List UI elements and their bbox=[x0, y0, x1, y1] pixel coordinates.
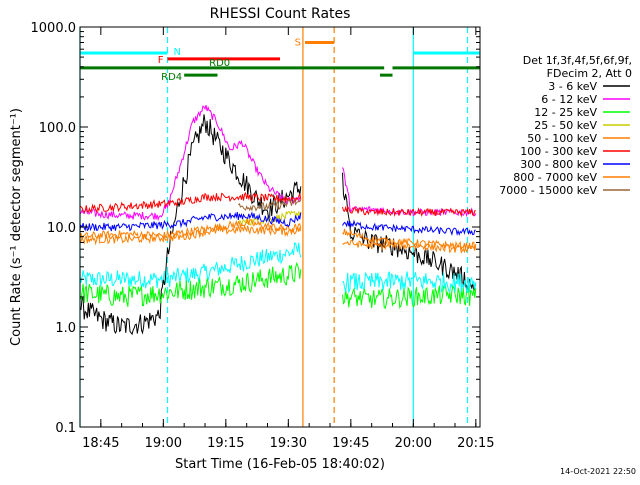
flag-label-s: S bbox=[295, 37, 301, 48]
x-tick-label-0: 18:45 bbox=[82, 436, 119, 451]
legend-label-8: 7000 - 15000 keV bbox=[499, 184, 597, 197]
series-line-0 bbox=[79, 114, 302, 336]
y-axis-ticks: 0.1 1.0 10.0 100.0 1000.0 bbox=[31, 21, 480, 436]
y-axis-label: Count Rate (s⁻¹ detector segment⁻¹) bbox=[9, 108, 24, 346]
legend-label-1: 6 - 12 keV bbox=[541, 93, 597, 106]
x-tick-label-4: 19:45 bbox=[332, 436, 369, 451]
post-gap-line-1 bbox=[342, 167, 477, 218]
y-tick-label-4: 1000.0 bbox=[31, 21, 77, 36]
x-tick-label-6: 20:15 bbox=[457, 436, 494, 451]
flag-bars: N S F RD0 RD4 bbox=[80, 37, 480, 83]
series-line-7 bbox=[79, 224, 302, 246]
legend-label-3: 25 - 50 keV bbox=[534, 119, 597, 132]
x-axis-ticks: 18:45 19:00 19:15 19:30 19:45 20:00 20:15 bbox=[79, 27, 495, 451]
series-line-6 bbox=[79, 211, 302, 232]
legend-label-4: 50 - 100 keV bbox=[527, 132, 597, 145]
series-line-1 bbox=[79, 104, 301, 222]
x-tick-label-1: 19:00 bbox=[145, 436, 182, 451]
series-line-8 bbox=[237, 198, 302, 212]
post-gap-line-6 bbox=[342, 239, 477, 254]
post-gap-line-0 bbox=[342, 172, 477, 293]
y-tick-label-0: 0.1 bbox=[55, 421, 76, 436]
legend-header-0: Det 1f,3f,4f,5f,6f,9f, bbox=[523, 54, 632, 67]
legend: Det 1f,3f,4f,5f,6f,9f,FDecim 2, Att 03 -… bbox=[499, 54, 632, 197]
post-gap-line-4 bbox=[342, 205, 476, 218]
post-gap-line-7 bbox=[342, 271, 477, 294]
series-line-2 bbox=[79, 261, 302, 307]
legend-label-0: 3 - 6 keV bbox=[548, 80, 597, 93]
series-lines bbox=[79, 104, 477, 336]
chart-title: RHESSI Count Rates bbox=[210, 6, 351, 22]
flag-label-rd4: RD4 bbox=[161, 72, 182, 83]
x-tick-label-2: 19:15 bbox=[207, 436, 244, 451]
legend-label-7: 800 - 7000 keV bbox=[513, 171, 597, 184]
timestamp: 14-Oct-2021 22:50 bbox=[560, 467, 636, 476]
y-tick-label-2: 10.0 bbox=[47, 221, 76, 236]
x-axis-label: Start Time (16-Feb-05 18:40:02) bbox=[175, 457, 385, 472]
post-gap-line-3 bbox=[342, 228, 477, 251]
x-tick-label-3: 19:30 bbox=[270, 436, 307, 451]
series-line-5 bbox=[79, 191, 302, 214]
legend-header-1: FDecim 2, Att 0 bbox=[547, 67, 632, 80]
legend-label-2: 12 - 25 keV bbox=[534, 106, 597, 119]
post-gap-line-5 bbox=[342, 219, 476, 237]
flag-label-rd0: RD0 bbox=[209, 58, 230, 69]
y-tick-label-1: 1.0 bbox=[55, 321, 76, 336]
legend-label-6: 300 - 800 keV bbox=[520, 158, 597, 171]
legend-label-5: 100 - 300 keV bbox=[520, 145, 597, 158]
x-tick-label-5: 20:00 bbox=[395, 436, 432, 451]
flag-label-n: N bbox=[174, 47, 181, 58]
series-line-cyan-pre bbox=[79, 242, 302, 289]
y-tick-label-3: 100.0 bbox=[39, 121, 76, 136]
flag-label-f: F bbox=[158, 55, 164, 66]
post-gap-line-2 bbox=[342, 284, 477, 310]
